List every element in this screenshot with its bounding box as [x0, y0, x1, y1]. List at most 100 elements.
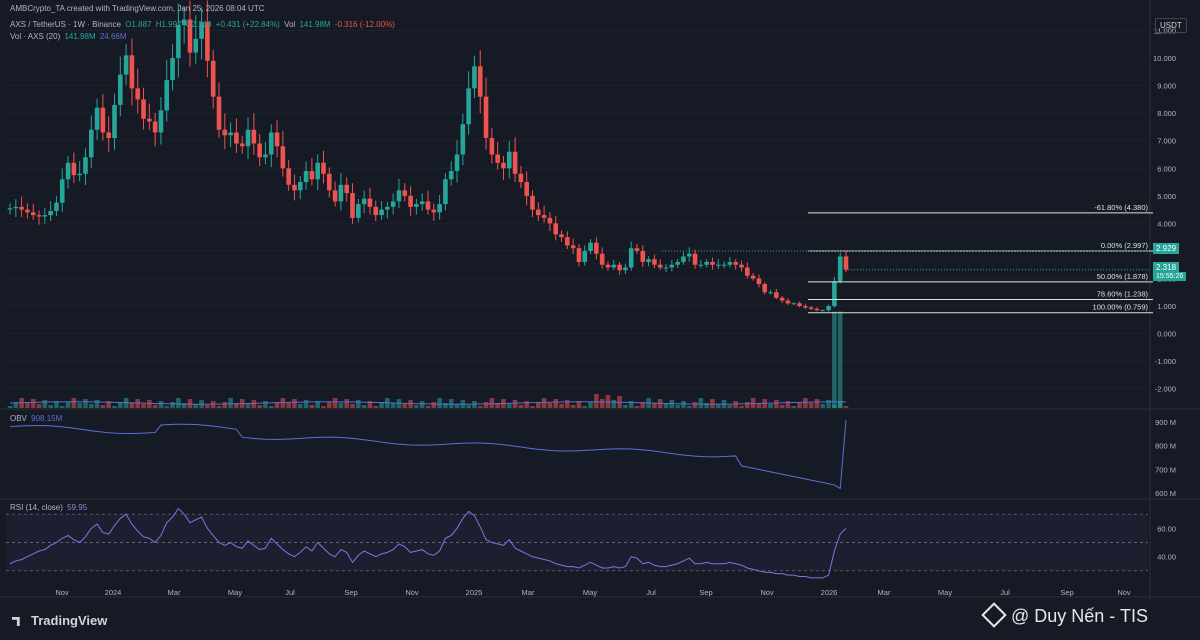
volume-bar: [506, 404, 512, 408]
watermark: @ Duy Nến - TIS: [981, 602, 1148, 628]
time-tick-label: Sep: [699, 588, 712, 597]
candle-body: [640, 250, 646, 262]
volume-bar: [524, 401, 529, 408]
candle-body: [669, 264, 675, 268]
price-tick-label: 9.000: [1157, 82, 1176, 91]
candle-body: [54, 202, 59, 211]
candle-body: [663, 267, 669, 269]
symbol-legend: AXS / TetherUS · 1W · Binance O1.887 H1.…: [10, 20, 397, 29]
volume-bar: [826, 400, 831, 408]
time-tick-label: May: [938, 588, 952, 597]
time-tick-label: May: [228, 588, 242, 597]
tradingview-logo[interactable]: TradingView: [12, 613, 107, 628]
volume-bar: [152, 405, 158, 408]
fib-level-label: 100.00% (0.759): [1093, 303, 1149, 312]
volume-bar: [30, 399, 36, 408]
volume-bar: [745, 402, 750, 408]
currency-unit-button[interactable]: USDT: [1155, 18, 1187, 33]
candle-body: [158, 110, 164, 133]
candle-body: [808, 307, 814, 309]
time-tick-label: Mar: [878, 588, 891, 597]
time-tick-label: Sep: [1060, 588, 1073, 597]
volume-bar: [477, 406, 483, 408]
candle-body: [193, 38, 199, 53]
volume-bar: [570, 405, 576, 408]
candle-body: [762, 284, 768, 293]
volume-bar: [71, 398, 77, 408]
candle-body: [292, 184, 297, 191]
volume-bar: [361, 405, 367, 408]
volume-bar: [652, 403, 657, 408]
volume-bar: [77, 403, 82, 408]
volume-bar: [222, 402, 228, 408]
time-tick-label: 2025: [466, 588, 483, 597]
volume-indicator-label[interactable]: Vol · AXS (20): [10, 32, 61, 41]
volume-bar: [768, 404, 773, 408]
volume-bar: [7, 406, 13, 408]
volume-bar: [419, 401, 425, 408]
volume-bar: [512, 400, 518, 408]
candle-body: [356, 204, 361, 218]
volume-bar: [88, 404, 94, 408]
candle-body: [431, 209, 437, 213]
rsi-label[interactable]: RSI (14, close): [10, 503, 63, 512]
candle-body: [135, 88, 141, 100]
volume-bar: [820, 404, 826, 408]
time-tick-label: Nov: [1117, 588, 1131, 597]
candle-body: [338, 184, 344, 202]
volume-bar: [454, 404, 460, 408]
candle-body: [83, 157, 88, 174]
volume-bar: [205, 405, 210, 408]
candle-body: [634, 248, 640, 251]
volume-bar: [268, 406, 274, 408]
candle-body: [576, 248, 582, 262]
volume-bar: [390, 403, 396, 408]
candle-body: [257, 143, 262, 158]
volume-bar: [414, 405, 419, 408]
volume-bar: [431, 402, 437, 408]
candle-body: [826, 306, 831, 311]
candle-body: [251, 129, 257, 144]
price-tick-label: 0.000: [1157, 330, 1176, 339]
rsi-tick-label: 40.00: [1157, 553, 1176, 562]
price-tag-high: 2.929: [1153, 243, 1180, 254]
volume-bar: [739, 406, 744, 408]
candle-body: [321, 162, 326, 174]
obv-tick-label: 600 M: [1155, 489, 1176, 498]
symbol-name[interactable]: AXS / TetherUS · 1W · Binance: [10, 20, 122, 29]
price-tag-countdown: 15:55:26: [1153, 272, 1187, 281]
time-tick-label: Nov: [405, 588, 419, 597]
candle-body: [327, 173, 332, 191]
candle-body: [715, 264, 721, 266]
candle-body: [530, 195, 535, 210]
volume-bar: [779, 405, 785, 408]
volume-bar: [356, 400, 361, 408]
candle-body: [477, 66, 483, 97]
obv-label[interactable]: OBV: [10, 414, 27, 423]
candle-body: [791, 303, 797, 305]
volume-bar: [663, 404, 669, 408]
volume-ma-line: [9, 401, 847, 405]
volume-bar: [181, 403, 187, 408]
candle-body: [379, 209, 384, 216]
candle-body: [518, 173, 524, 183]
price-tag-current: 2.318: [1153, 262, 1180, 273]
volume-bar: [808, 403, 814, 408]
candle-body: [408, 195, 413, 207]
volume-bar: [245, 404, 251, 408]
volume-bar: [274, 402, 280, 408]
candle-body: [274, 132, 280, 147]
volume-bar: [640, 402, 646, 408]
ohlc-open: O1.887: [125, 20, 152, 29]
candle-body: [704, 261, 709, 265]
candle-body: [176, 25, 181, 59]
candle-body: [611, 264, 617, 268]
price-tick-label: -2.000: [1155, 385, 1176, 394]
candle-body: [768, 292, 773, 294]
time-tick-label: 2024: [105, 588, 122, 597]
price-tick-label: 4.000: [1157, 219, 1176, 228]
candle-body: [19, 206, 24, 210]
time-tick-label: May: [583, 588, 597, 597]
candle-body: [727, 261, 733, 265]
time-tick-label: Jul: [1000, 588, 1010, 597]
